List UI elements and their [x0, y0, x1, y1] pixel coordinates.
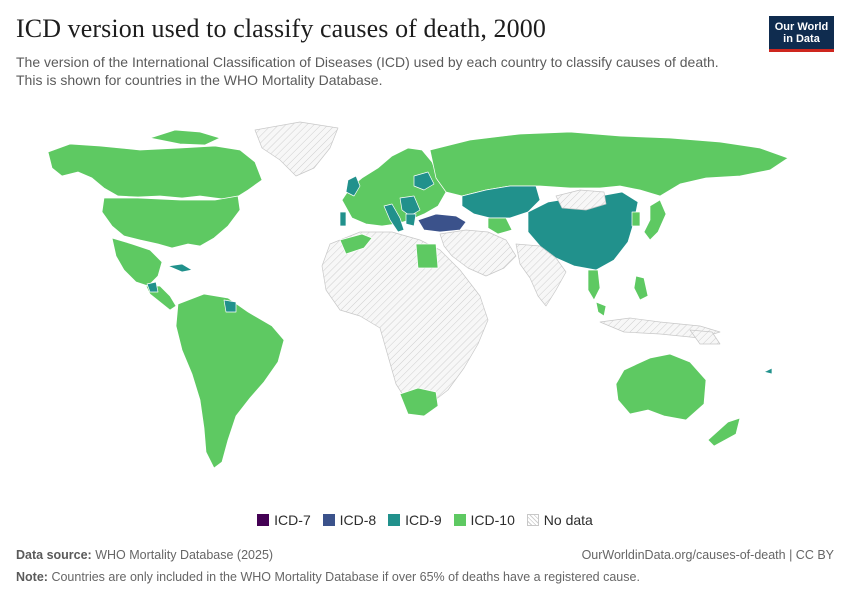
legend-swatch-icd7 — [257, 514, 270, 526]
country-suriname[interactable] — [223, 299, 237, 313]
legend-swatch-no-data — [526, 514, 539, 526]
legend-item-icd9[interactable]: ICD-9 — [388, 512, 442, 528]
logo-line-2: in Data — [783, 33, 820, 45]
footnote: Note: Countries are only included in the… — [16, 570, 640, 584]
note-text: Countries are only included in the WHO M… — [51, 570, 640, 584]
legend-label-icd9: ICD-9 — [405, 512, 442, 528]
country-balkans[interactable] — [399, 195, 421, 217]
country-canada-alaska[interactable] — [47, 143, 263, 201]
chart-subtitle: The version of the International Classif… — [16, 54, 719, 88]
country-korea[interactable] — [631, 211, 641, 227]
country-india[interactable] — [515, 243, 567, 307]
country-portugal[interactable] — [339, 211, 347, 227]
country-south-africa[interactable] — [399, 387, 439, 417]
country-mongolia[interactable] — [555, 189, 607, 211]
country-philippines[interactable] — [633, 275, 649, 301]
country-indonesia[interactable] — [599, 317, 721, 339]
legend-item-no-data[interactable]: No data — [526, 512, 593, 528]
country-usa[interactable] — [101, 195, 241, 249]
country-morocco-algeria[interactable] — [339, 233, 373, 255]
country-uk[interactable] — [345, 175, 361, 197]
country-uzbekistan[interactable] — [487, 217, 513, 235]
legend: ICD-7 ICD-8 ICD-9 ICD-10 No data — [0, 512, 850, 529]
country-greece[interactable] — [405, 213, 417, 227]
country-belarus[interactable] — [413, 171, 435, 191]
legend-label-icd10: ICD-10 — [470, 512, 515, 528]
legend-swatch-icd10 — [453, 514, 466, 526]
owid-logo[interactable]: Our World in Data — [769, 16, 834, 52]
country-turkey[interactable] — [417, 213, 467, 233]
legend-item-icd8[interactable]: ICD-8 — [322, 512, 377, 528]
country-cuba[interactable] — [167, 263, 193, 273]
country-new-caledonia[interactable] — [763, 367, 773, 375]
country-africa[interactable] — [321, 231, 489, 407]
legend-item-icd7[interactable]: ICD-7 — [257, 512, 311, 528]
legend-item-icd10[interactable]: ICD-10 — [453, 512, 515, 528]
country-mexico[interactable] — [111, 237, 163, 287]
world-map[interactable]: .icd10 { fill: #5ec962; } .icd9 { fill: … — [0, 112, 850, 502]
country-south-america[interactable] — [175, 293, 285, 469]
legend-swatch-icd9 — [388, 514, 401, 526]
logo-line-1: Our World — [774, 21, 829, 33]
legend-label-icd8: ICD-8 — [339, 512, 377, 528]
country-malaysia[interactable] — [595, 301, 607, 317]
data-source-text[interactable]: WHO Mortality Database (2025) — [95, 548, 274, 562]
legend-label-no-data: No data — [543, 512, 593, 528]
country-guatemala[interactable] — [146, 281, 159, 293]
country-greenland[interactable] — [254, 121, 339, 177]
country-png[interactable] — [689, 329, 721, 345]
source-url[interactable]: OurWorldinData.org/causes-of-death | CC … — [581, 548, 834, 562]
country-thailand[interactable] — [587, 269, 601, 301]
chart-title: ICD version used to classify causes of d… — [16, 14, 546, 43]
country-middle-east[interactable] — [439, 229, 517, 277]
legend-swatch-icd8 — [322, 514, 335, 526]
data-source: Data source: WHO Mortality Database (202… — [16, 548, 273, 562]
country-japan[interactable] — [643, 199, 667, 241]
country-canada-arctic[interactable] — [149, 129, 221, 146]
country-australia[interactable] — [615, 353, 707, 421]
legend-label-icd7: ICD-7 — [274, 512, 311, 528]
data-source-label: Data source: — [16, 548, 92, 562]
country-russia[interactable] — [429, 131, 789, 197]
country-italy[interactable] — [383, 203, 405, 233]
note-label: Note: — [16, 570, 48, 584]
country-new-zealand[interactable] — [707, 417, 741, 447]
country-egypt[interactable] — [415, 243, 439, 269]
